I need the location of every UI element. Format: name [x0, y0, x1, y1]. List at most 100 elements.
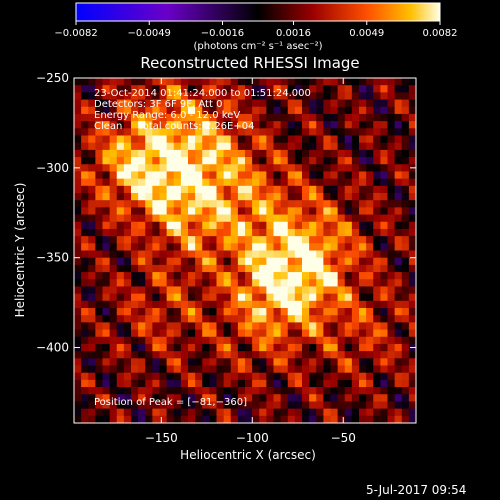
heatmap-cell [237, 401, 246, 410]
heatmap-cell [209, 308, 217, 316]
heatmap-cell [88, 264, 96, 273]
heatmap-cell [359, 99, 367, 108]
heatmap-cell [166, 113, 175, 122]
heatmap-cell [131, 135, 139, 144]
heatmap-cell [330, 315, 339, 323]
heatmap-cell [138, 135, 146, 144]
heatmap-cell [123, 272, 132, 280]
heatmap-cell [109, 207, 118, 215]
heatmap-cell [145, 279, 153, 287]
heatmap-cell [145, 128, 153, 136]
heatmap-cell [316, 401, 324, 410]
heatmap-cell [266, 157, 274, 165]
heatmap-cell [202, 358, 210, 366]
heatmap-cell [366, 193, 374, 201]
heatmap-cell [294, 221, 303, 230]
heatmap-cell [202, 336, 210, 345]
heatmap-cell [323, 279, 331, 287]
heatmap-cell [351, 279, 360, 287]
heatmap-cell [74, 415, 82, 424]
heatmap-cell [408, 315, 417, 323]
heatmap-cell [237, 78, 246, 86]
heatmap-cell [209, 171, 217, 180]
y-tick-label: −350 [36, 251, 69, 265]
heatmap-cell [351, 300, 360, 309]
heatmap-cell [230, 99, 239, 108]
heatmap-cell [280, 358, 289, 366]
heatmap-cell [74, 329, 82, 338]
heatmap-cell [294, 200, 303, 208]
heatmap-cell [401, 221, 410, 230]
heatmap-cell [123, 149, 132, 158]
heatmap-cell [95, 135, 103, 144]
heatmap-cell [366, 228, 374, 237]
heatmap-cell [252, 164, 260, 172]
heatmap-cell [344, 250, 353, 259]
heatmap-cell [259, 142, 267, 151]
heatmap-cell [173, 200, 182, 208]
heatmap-cell [316, 214, 324, 223]
heatmap-cell [337, 264, 346, 273]
heatmap-cell [95, 178, 103, 187]
heatmap-cell [74, 336, 82, 345]
heatmap-cell [209, 365, 217, 374]
heatmap-cell [131, 236, 139, 244]
heatmap-cell [188, 228, 196, 237]
heatmap-cell [159, 279, 168, 287]
heatmap-cell [74, 308, 82, 316]
heatmap-cell [131, 171, 139, 180]
heatmap-cell [102, 135, 111, 144]
heatmap-cell [252, 149, 260, 158]
heatmap-cell [109, 78, 118, 86]
heatmap-cell [323, 372, 331, 381]
heatmap-cell [102, 185, 111, 194]
heatmap-cell [116, 408, 125, 417]
heatmap-cell [373, 264, 381, 273]
heatmap-cell [245, 257, 253, 266]
heatmap-cell [166, 214, 175, 223]
heatmap-cell [351, 142, 360, 151]
heatmap-cell [223, 387, 232, 395]
heatmap-cell [344, 207, 353, 215]
heatmap-cell [330, 171, 339, 180]
heatmap-cell [195, 408, 203, 417]
heatmap-cell [401, 99, 410, 108]
heatmap-cell [316, 372, 324, 381]
heatmap-cell [373, 178, 381, 187]
heatmap-cell [287, 193, 296, 201]
heatmap-cell [323, 200, 331, 208]
heatmap-cell [394, 308, 403, 316]
heatmap-cell [95, 415, 103, 424]
heatmap-cell [237, 164, 246, 172]
heatmap-cell [273, 315, 282, 323]
heatmap-cell [351, 336, 360, 345]
heatmap-cell [309, 315, 317, 323]
heatmap-cell [202, 257, 210, 266]
heatmap-cell [123, 315, 132, 323]
heatmap-cell [344, 336, 353, 345]
heatmap-cell [394, 250, 403, 259]
heatmap-cell [273, 92, 282, 100]
heatmap-cell [401, 272, 410, 280]
heatmap-cell [166, 286, 175, 295]
heatmap-cell [81, 351, 89, 359]
heatmap-cell [188, 113, 196, 122]
heatmap-cell [373, 372, 381, 381]
heatmap-cell [401, 308, 410, 316]
heatmap-cell [131, 387, 139, 395]
heatmap-cell [302, 279, 310, 287]
heatmap-cell [401, 257, 410, 266]
heatmap-cell [131, 279, 139, 287]
heatmap-cell [380, 308, 388, 316]
heatmap-cell [359, 178, 367, 187]
heatmap-cell [380, 358, 388, 366]
heatmap-cell [294, 106, 303, 115]
heatmap-cell [223, 329, 232, 338]
heatmap-cell [252, 78, 260, 86]
heatmap-cell [401, 121, 410, 129]
heatmap-cell [259, 286, 267, 295]
heatmap-cell [188, 293, 196, 302]
heatmap-cell [387, 142, 396, 151]
heatmap-cell [302, 149, 310, 158]
heatmap-cell [323, 264, 331, 273]
